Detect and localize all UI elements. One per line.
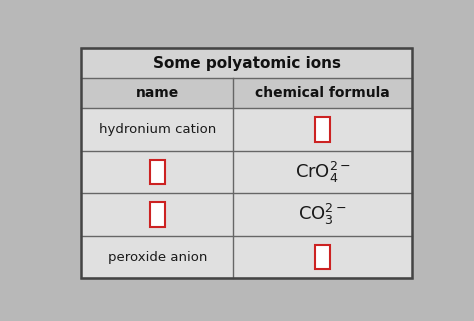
Bar <box>315 245 330 269</box>
Bar <box>82 48 412 278</box>
Bar <box>150 160 165 184</box>
Text: $\mathrm{CrO_4^{2-}}$: $\mathrm{CrO_4^{2-}}$ <box>295 160 351 185</box>
Text: hydronium cation: hydronium cation <box>99 123 216 136</box>
Text: chemical formula: chemical formula <box>255 86 390 100</box>
Bar <box>82 48 412 78</box>
Text: $\mathrm{CO_3^{2-}}$: $\mathrm{CO_3^{2-}}$ <box>298 202 347 227</box>
Bar <box>82 78 412 108</box>
Bar <box>82 48 412 278</box>
Bar <box>150 202 165 227</box>
Bar <box>315 117 330 142</box>
Text: peroxide anion: peroxide anion <box>108 250 207 264</box>
Text: name: name <box>136 86 179 100</box>
Text: Some polyatomic ions: Some polyatomic ions <box>153 56 341 71</box>
